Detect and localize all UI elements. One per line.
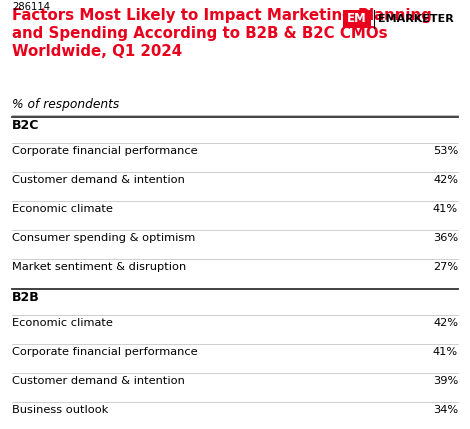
Text: 36%: 36% bbox=[433, 233, 458, 243]
Text: Business outlook: Business outlook bbox=[12, 405, 109, 415]
Text: Customer demand & intention: Customer demand & intention bbox=[12, 376, 185, 386]
Text: 286114: 286114 bbox=[12, 2, 50, 12]
Bar bbox=[343, 10, 371, 28]
Text: Consumer spending & optimism: Consumer spending & optimism bbox=[12, 233, 195, 243]
Text: 53%: 53% bbox=[433, 146, 458, 156]
Text: 34%: 34% bbox=[433, 405, 458, 415]
Text: Customer demand & intention: Customer demand & intention bbox=[12, 175, 185, 185]
Text: Factors Most Likely to Impact Marketing Planning
and Spending According to B2B &: Factors Most Likely to Impact Marketing … bbox=[12, 8, 432, 59]
Text: 41%: 41% bbox=[433, 347, 458, 357]
Text: Economic climate: Economic climate bbox=[12, 318, 113, 328]
Text: 41%: 41% bbox=[433, 204, 458, 214]
Text: 39%: 39% bbox=[433, 376, 458, 386]
Text: 42%: 42% bbox=[433, 318, 458, 328]
Text: Corporate financial performance: Corporate financial performance bbox=[12, 347, 197, 357]
Text: Economic climate: Economic climate bbox=[12, 204, 113, 214]
Text: B2B: B2B bbox=[12, 291, 40, 304]
Text: EMARKETER: EMARKETER bbox=[378, 14, 454, 24]
Text: Market sentiment & disruption: Market sentiment & disruption bbox=[12, 262, 186, 272]
Text: EM: EM bbox=[347, 12, 367, 25]
Text: % of respondents: % of respondents bbox=[12, 98, 119, 111]
Text: 27%: 27% bbox=[433, 262, 458, 272]
Text: 42%: 42% bbox=[433, 175, 458, 185]
Text: Corporate financial performance: Corporate financial performance bbox=[12, 146, 197, 156]
Text: B2C: B2C bbox=[12, 119, 39, 132]
